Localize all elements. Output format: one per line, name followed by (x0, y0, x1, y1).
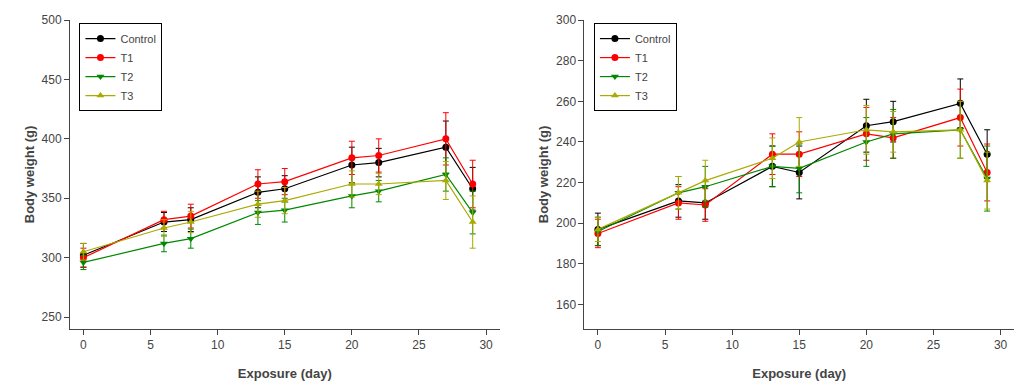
svg-text:15: 15 (793, 338, 807, 352)
svg-text:Body weight (g): Body weight (g) (536, 126, 551, 224)
svg-text:400: 400 (42, 132, 62, 146)
svg-text:160: 160 (556, 298, 576, 312)
svg-text:15: 15 (278, 338, 292, 352)
svg-text:25: 25 (412, 338, 426, 352)
svg-text:240: 240 (556, 135, 576, 149)
svg-text:300: 300 (556, 13, 576, 27)
svg-text:260: 260 (556, 95, 576, 109)
svg-text:30: 30 (994, 338, 1008, 352)
svg-text:20: 20 (860, 338, 874, 352)
svg-text:500: 500 (42, 13, 62, 27)
svg-text:30: 30 (479, 338, 493, 352)
svg-text:Exposure (day): Exposure (day) (238, 366, 332, 381)
svg-text:10: 10 (725, 338, 739, 352)
svg-text:T2: T2 (120, 71, 133, 83)
svg-text:300: 300 (42, 251, 62, 265)
svg-text:25: 25 (927, 338, 941, 352)
svg-text:Body weight (g): Body weight (g) (22, 126, 37, 224)
svg-text:0: 0 (595, 338, 602, 352)
svg-text:5: 5 (662, 338, 669, 352)
svg-text:Control: Control (635, 33, 670, 45)
svg-text:450: 450 (42, 73, 62, 87)
svg-text:0: 0 (80, 338, 87, 352)
svg-text:Exposure (day): Exposure (day) (752, 366, 846, 381)
svg-text:280: 280 (556, 54, 576, 68)
svg-text:350: 350 (42, 191, 62, 205)
svg-text:Control: Control (120, 33, 155, 45)
svg-text:180: 180 (556, 257, 576, 271)
svg-text:T1: T1 (120, 52, 133, 64)
svg-text:T3: T3 (120, 90, 133, 102)
svg-text:10: 10 (211, 338, 225, 352)
svg-text:T2: T2 (635, 71, 648, 83)
svg-text:250: 250 (42, 310, 62, 324)
svg-text:200: 200 (556, 216, 576, 230)
svg-text:20: 20 (345, 338, 359, 352)
svg-text:220: 220 (556, 176, 576, 190)
svg-text:T3: T3 (635, 90, 648, 102)
svg-text:5: 5 (147, 338, 154, 352)
svg-text:T1: T1 (635, 52, 648, 64)
